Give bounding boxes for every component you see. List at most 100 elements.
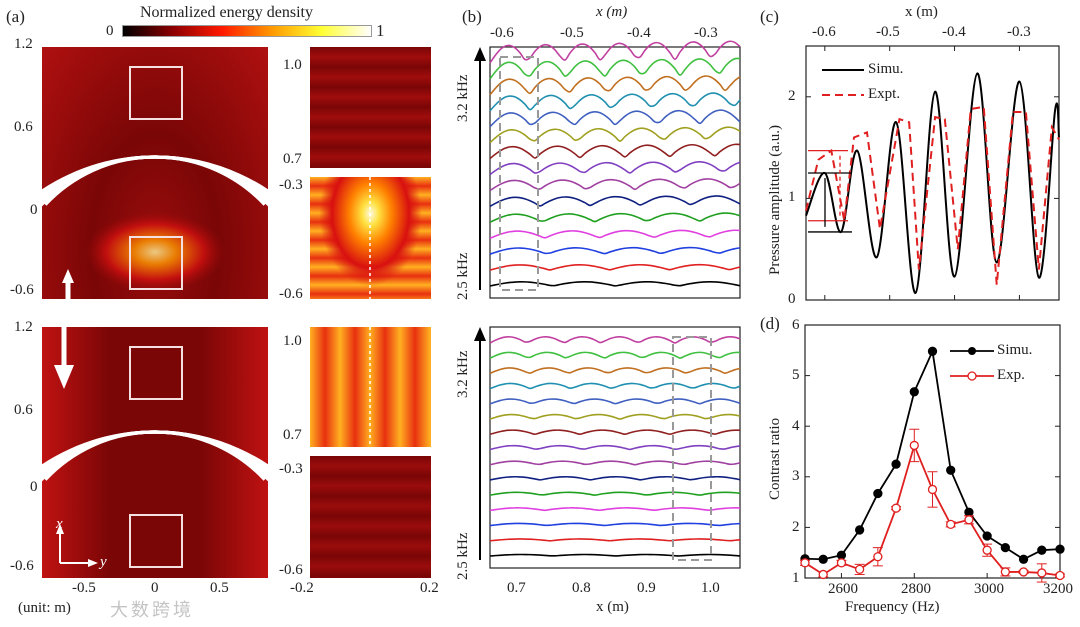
spectrum-line: [489, 382, 741, 390]
data-point: [1000, 542, 1011, 553]
spectrum-line: [489, 491, 741, 496]
xtick: -0.4: [942, 24, 966, 40]
centerline: [369, 177, 371, 299]
axis-y-label: y: [100, 554, 107, 570]
backward-map-overlay: [42, 327, 268, 568]
frequency-arrow-icon: [474, 327, 486, 341]
data-point: [800, 558, 810, 568]
plot-frame: [804, 324, 1061, 579]
ytick: 0: [30, 479, 38, 495]
ytick: 3: [792, 468, 800, 484]
freq-high-label: 3.2 kHz: [455, 350, 471, 399]
spectrum-line: [489, 444, 741, 451]
data-point: [854, 525, 865, 535]
data-point: [1018, 554, 1029, 564]
energy-map-forward: [42, 47, 268, 299]
watermark: 大数跨境: [110, 600, 194, 621]
ytick: 0: [788, 291, 796, 307]
forward-map-overlay: [42, 66, 268, 299]
ytick: -0.3: [279, 461, 303, 477]
spectrum-lines-backward: [474, 326, 741, 569]
region-box-lower: [129, 514, 183, 568]
spectrum-line: [489, 522, 741, 527]
arc: [42, 155, 268, 198]
ytick: 2: [792, 519, 800, 535]
ytick: 1: [788, 189, 796, 205]
x-arrowhead-icon: [56, 524, 64, 534]
data-point: [836, 558, 847, 568]
colorbar-max: 1: [376, 21, 385, 40]
ytick: 1.0: [283, 333, 302, 349]
spectrum-line: [489, 475, 741, 481]
xtick: -0.5: [72, 580, 96, 596]
zoom-map-forward-upper: [310, 47, 431, 168]
xtick: 3200: [1043, 581, 1073, 597]
arc: [42, 430, 268, 471]
data-point: [818, 554, 828, 564]
data-point: [1037, 568, 1047, 578]
plot-frame: [489, 326, 741, 569]
b-top-xlabel: x (m): [596, 4, 628, 20]
ytick: 2: [788, 88, 796, 104]
up-arrow-icon: [62, 269, 74, 283]
spectrum-line: [489, 143, 741, 160]
zoom-map-backward-upper: [310, 327, 431, 447]
c-xlabel: x (m): [905, 4, 938, 20]
data-point: [927, 346, 938, 356]
colorbar-title: Normalized energy density: [140, 4, 313, 21]
xtick: 0.5: [210, 580, 229, 596]
data-point: [909, 440, 919, 451]
ytick: 5: [792, 367, 800, 383]
spectrum-line: [489, 263, 741, 271]
spectrum-line: [489, 507, 741, 512]
legend-exp: Exp.: [997, 367, 1025, 383]
legend-simu: Simu.: [997, 342, 1033, 358]
spectrum-line: [489, 57, 741, 80]
spectrum-line: [489, 246, 741, 255]
xtick: 0: [151, 580, 159, 596]
panel-label-c: (c): [760, 7, 779, 26]
xtick: -0.4: [627, 25, 651, 41]
xtick: 2800: [901, 581, 931, 597]
data-point: [873, 488, 883, 499]
spectrum-line: [489, 229, 741, 239]
ytick: 0: [30, 202, 38, 218]
d-xlabel: Frequency (Hz): [845, 599, 940, 615]
data-point: [1000, 567, 1011, 577]
panel-label-a: (a): [6, 7, 25, 26]
ytick: -0.3: [279, 177, 303, 193]
panel-label-d: (d): [760, 314, 780, 333]
series-line-expt: [805, 105, 1060, 285]
y-arrowhead-icon: [88, 559, 98, 567]
unit-label: (unit: m): [18, 600, 71, 616]
arc: [42, 430, 268, 478]
spectrum-line: [489, 126, 741, 144]
xtick: 0.9: [637, 580, 656, 596]
data-point: [1018, 567, 1029, 577]
ytick: 1.2: [14, 36, 33, 52]
ytick: 0.6: [14, 402, 33, 418]
b-bottom-xlabel: x (m): [596, 599, 629, 615]
ytick: 0.7: [283, 151, 302, 167]
spectrum-line: [489, 178, 741, 192]
data-point: [964, 515, 974, 525]
contrast-ratio-chart: [800, 324, 1065, 583]
xtick: 2600: [828, 581, 858, 597]
xtick: -0.6: [812, 24, 836, 40]
arc: [42, 155, 268, 200]
data-point: [1055, 544, 1065, 554]
spectrum-line: [489, 212, 741, 224]
spectrum-line: [489, 429, 741, 436]
down-arrow-icon: [54, 365, 74, 389]
xtick: -0.5: [876, 24, 900, 40]
spectrum-line: [489, 75, 741, 96]
data-point: [946, 465, 956, 475]
data-point: [854, 564, 865, 575]
axis-x-label: x: [56, 516, 63, 532]
spectrum-line: [489, 460, 741, 466]
focal-hotspot: [85, 212, 225, 292]
spectrum-line: [489, 413, 741, 420]
xtick: -0.2: [290, 580, 314, 596]
spectrum-line: [489, 40, 741, 64]
arc: [42, 155, 268, 207]
